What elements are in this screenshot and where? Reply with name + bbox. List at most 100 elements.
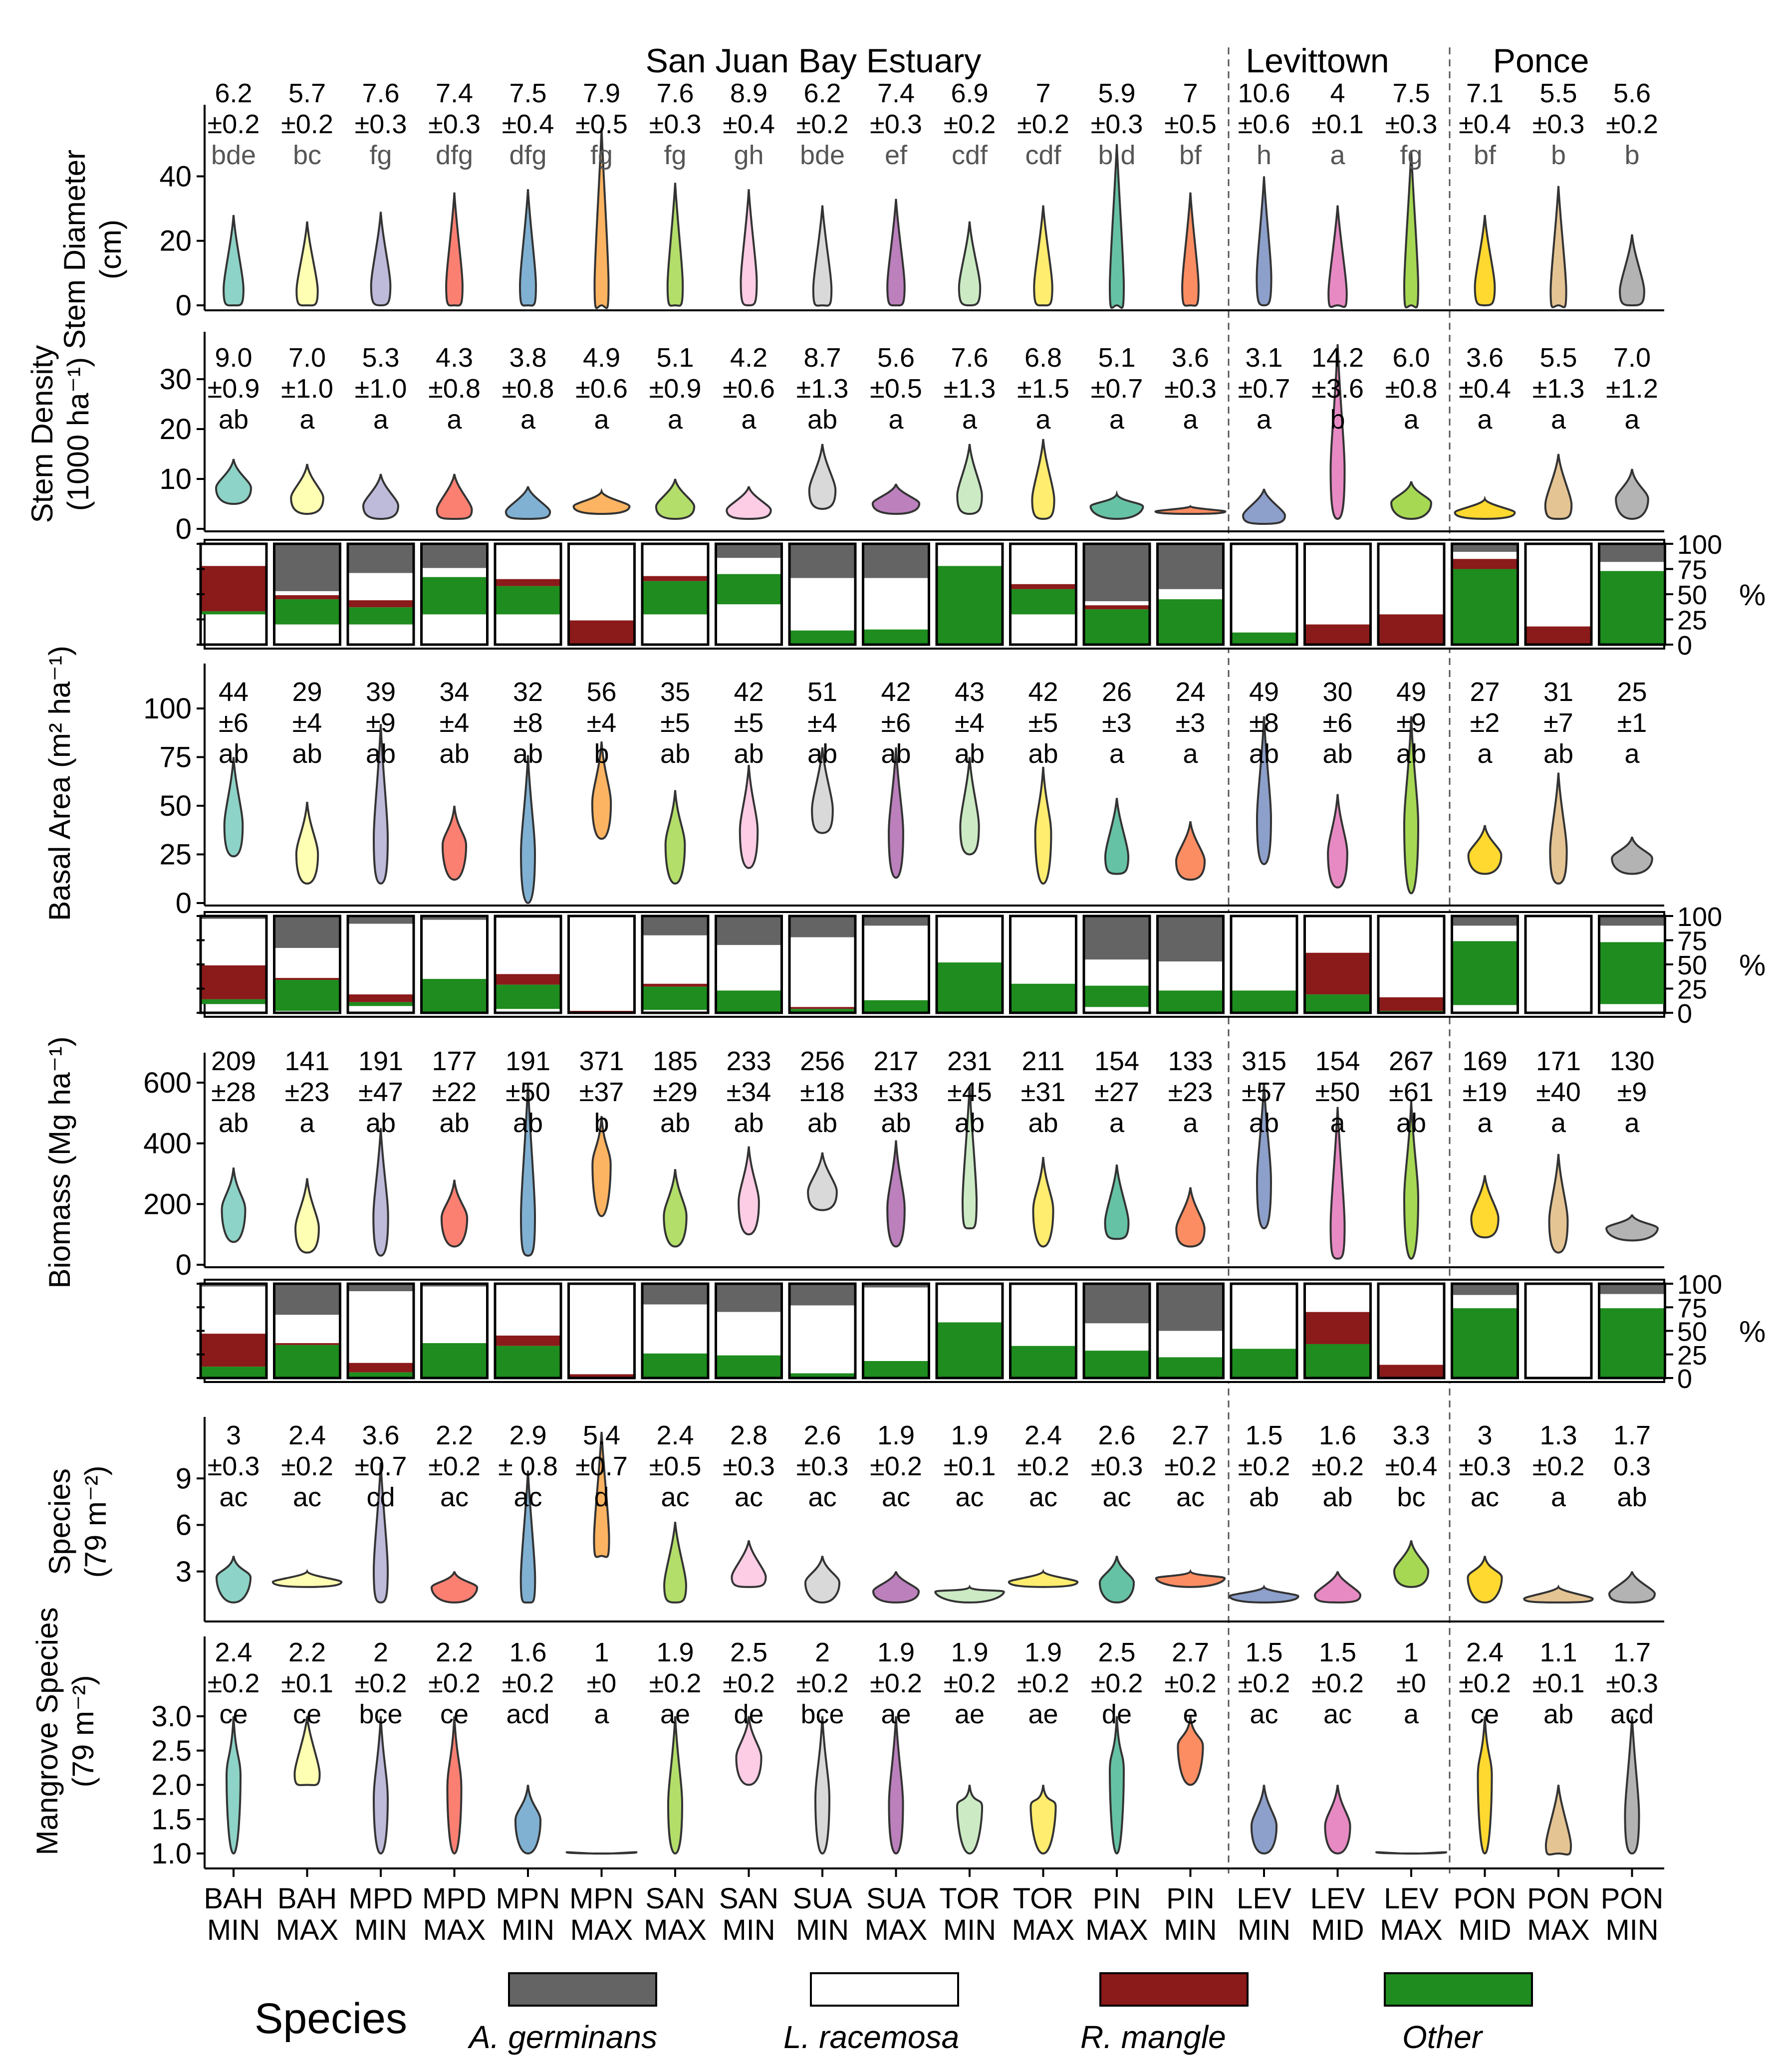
stack-bar bbox=[1303, 915, 1372, 1014]
stack-bar bbox=[1082, 915, 1151, 1014]
violin-mpd-min bbox=[370, 212, 392, 307]
legend-swatch-other bbox=[1384, 1972, 1533, 2007]
stack-seg-other bbox=[642, 1353, 708, 1378]
stat-se: ±0.6 bbox=[1238, 109, 1290, 139]
legend-title: Species bbox=[254, 1995, 407, 2043]
violin-mpn-min bbox=[519, 189, 537, 307]
xlabel-cond: MAX bbox=[1380, 1914, 1443, 1946]
stat-letters: ab bbox=[1322, 1482, 1352, 1512]
stack-seg-other bbox=[201, 611, 266, 615]
violin-lev-mid bbox=[1327, 205, 1348, 308]
stat-mean: 5.1 bbox=[656, 343, 694, 373]
stat-se: ±0.9 bbox=[208, 374, 260, 404]
stat-mean: 1.9 bbox=[877, 1420, 915, 1450]
violin-tor-max bbox=[1008, 1569, 1079, 1588]
violin-pon-min bbox=[1619, 234, 1645, 307]
stack-seg-other bbox=[274, 980, 340, 1011]
violin-sua-min bbox=[807, 1152, 838, 1211]
stat-letters: a bbox=[1330, 1108, 1345, 1138]
violin-sua-min bbox=[808, 444, 837, 510]
stat-se: ±0.3 bbox=[723, 1451, 775, 1481]
violin-lev-min bbox=[1250, 1785, 1278, 1855]
stat-se: ±3 bbox=[1102, 708, 1132, 738]
stack-seg-other bbox=[1157, 1357, 1224, 1378]
stat-se: ±4 bbox=[440, 708, 470, 738]
stack-ytick-label: 50 bbox=[1677, 1317, 1707, 1347]
stat-se: ±0.2 bbox=[208, 1668, 260, 1698]
stat-mean: 2.4 bbox=[656, 1420, 694, 1450]
violin-mpn-min bbox=[514, 1785, 542, 1855]
stack-seg-other bbox=[1231, 990, 1297, 1012]
violin-bah-min bbox=[221, 1167, 247, 1243]
stack-seg-l-racemosa bbox=[348, 1291, 414, 1363]
stack-seg-l-racemosa bbox=[1304, 544, 1371, 625]
stat-se: ±6 bbox=[1323, 708, 1353, 738]
stack-ytick-label: 75 bbox=[1677, 1293, 1707, 1323]
stat-mean: 2.2 bbox=[436, 1637, 473, 1667]
stack-seg-other bbox=[863, 629, 929, 645]
stat-letters: a bbox=[299, 405, 315, 435]
xlabel-site: SAN bbox=[645, 1882, 705, 1915]
stat-letters: ac bbox=[1102, 1482, 1131, 1512]
stack-seg-l-racemosa bbox=[1378, 1284, 1444, 1365]
stat-se: ±57 bbox=[1242, 1077, 1286, 1107]
violin-lev-mid bbox=[1313, 1571, 1362, 1604]
stat-letters: de bbox=[1102, 1699, 1132, 1729]
stack-bar bbox=[788, 1282, 857, 1380]
stat-se: ±0.3 bbox=[355, 109, 407, 139]
violin-sua-min bbox=[811, 747, 834, 834]
ytick-label: 3 bbox=[176, 1556, 192, 1588]
stack-seg-l-racemosa bbox=[201, 1286, 266, 1334]
stat-se: ±3 bbox=[1176, 708, 1206, 738]
violin-pin-min bbox=[1154, 505, 1227, 515]
xlabel-site: PIN bbox=[1093, 1882, 1141, 1915]
stat-letters: ac bbox=[219, 1482, 248, 1512]
stat-mean: 2.7 bbox=[1172, 1637, 1209, 1667]
stat-letters: bde bbox=[800, 140, 845, 170]
stat-letters: ae bbox=[955, 1699, 985, 1729]
stack-seg-other bbox=[1599, 1308, 1665, 1378]
violin-pon-mid bbox=[1477, 1716, 1493, 1855]
stat-letters: e bbox=[1183, 1699, 1198, 1729]
stat-mean: 5.3 bbox=[362, 343, 399, 373]
stat-se: ±0.4 bbox=[723, 109, 775, 139]
stack-seg-r-mangle bbox=[274, 1343, 340, 1345]
stat-se: ±28 bbox=[211, 1077, 256, 1107]
violin-lev-mid bbox=[1327, 794, 1348, 889]
stat-se: ±0.2 bbox=[1017, 1668, 1069, 1698]
stat-mean: 5.4 bbox=[583, 1420, 620, 1450]
stat-se: ±22 bbox=[432, 1077, 477, 1107]
stat-letters: ac bbox=[293, 1482, 321, 1512]
stack-seg-other bbox=[495, 984, 561, 1009]
stat-mean: 133 bbox=[1168, 1046, 1213, 1076]
stat-mean: 1.7 bbox=[1613, 1420, 1651, 1450]
stack-seg-l-racemosa bbox=[201, 919, 266, 965]
stack-seg-a-germinans bbox=[642, 1284, 708, 1305]
stack-seg-l-racemosa bbox=[1304, 1284, 1371, 1312]
stack-seg-l-racemosa bbox=[348, 923, 414, 995]
stack-seg-l-racemosa bbox=[1231, 1284, 1297, 1349]
stack-seg-l-racemosa bbox=[1084, 959, 1150, 986]
violin-mpd-max bbox=[436, 473, 473, 520]
stat-se: ±6 bbox=[881, 708, 911, 738]
stat-se: ±45 bbox=[947, 1077, 992, 1107]
stat-letters: ac bbox=[1029, 1482, 1057, 1512]
violin-mpd-max bbox=[445, 192, 464, 307]
stat-letters: a bbox=[962, 405, 978, 435]
stack-seg-l-racemosa bbox=[1452, 552, 1518, 559]
stat-letters: ce bbox=[219, 1699, 248, 1729]
stat-letters: a bbox=[888, 405, 904, 435]
stat-letters: ab bbox=[219, 739, 249, 769]
violin-pon-min bbox=[1615, 468, 1649, 520]
xlabel-site: MPN bbox=[569, 1882, 634, 1915]
stat-se: ±0.2 bbox=[281, 1451, 333, 1481]
stat-se: ±0.2 bbox=[649, 1668, 702, 1698]
stack-seg-a-germinans bbox=[789, 916, 855, 937]
stack-ytick-label: 50 bbox=[1677, 580, 1707, 610]
violin-sua-min bbox=[814, 1716, 831, 1855]
stat-se: ±0.2 bbox=[796, 109, 849, 139]
region-label-san-juan: San Juan Bay Estuary bbox=[646, 42, 982, 80]
stat-letters: ab bbox=[366, 1108, 396, 1138]
